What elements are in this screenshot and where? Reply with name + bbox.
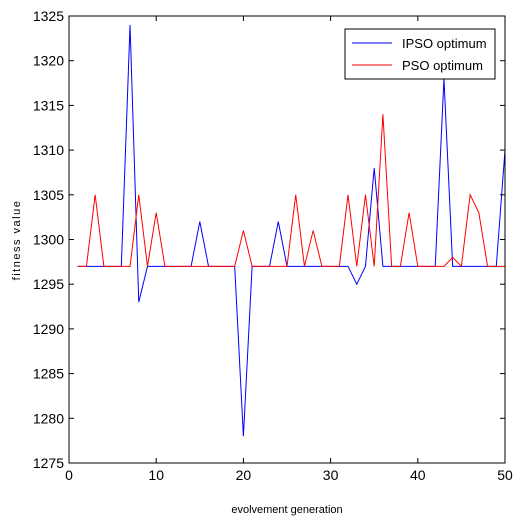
series-line-pso [77, 114, 505, 268]
y-tick-label: 1295 [33, 276, 64, 292]
legend-label-pso: PSO optimum [402, 58, 483, 73]
series-layer [77, 24, 506, 437]
x-tick-label: 40 [410, 467, 426, 483]
x-tick-label: 30 [323, 467, 339, 483]
legend-label-ipso: IPSO optimum [402, 36, 487, 51]
legend: IPSO optimum PSO optimum [344, 28, 496, 80]
y-tick-label: 1285 [33, 366, 64, 382]
y-tick-label: 1300 [33, 232, 64, 248]
x-tick-label: 0 [65, 467, 73, 483]
x-tick-label: 50 [497, 467, 513, 483]
plot-frame [68, 15, 506, 464]
y-tick-label: 1315 [33, 97, 64, 113]
y-axis-title: fitness value [11, 200, 23, 281]
y-tick-label: 1320 [33, 53, 64, 69]
y-tick-label: 1280 [33, 410, 64, 426]
x-tick-label: 20 [236, 467, 252, 483]
y-tick-label: 1325 [33, 8, 64, 24]
legend-box [344, 28, 496, 80]
y-tick-label: 1305 [33, 187, 64, 203]
plot-area [69, 16, 505, 463]
y-tick-label: 1310 [33, 142, 64, 158]
y-tick-label: 1275 [33, 455, 64, 471]
x-axis-title: evolvement generation [231, 504, 342, 516]
x-tick-label: 10 [148, 467, 164, 483]
y-tick-label: 1290 [33, 321, 64, 337]
